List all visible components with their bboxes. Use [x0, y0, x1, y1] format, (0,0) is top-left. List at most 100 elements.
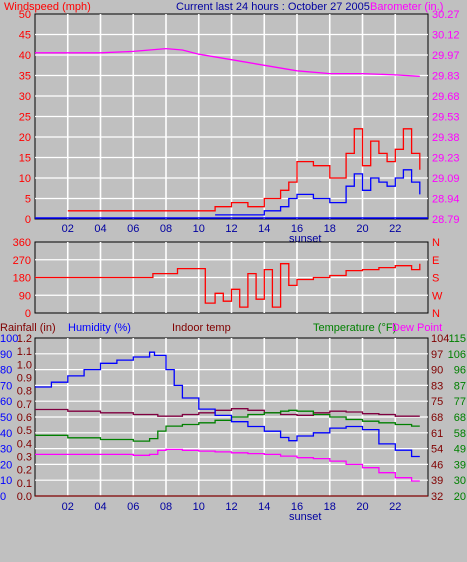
- barometer-tick-label: 28.94: [432, 194, 460, 206]
- x-tick-label: 18: [324, 223, 336, 235]
- indoor-tick-label: 32: [431, 491, 443, 503]
- rainfall-tick-label: 0.7: [17, 399, 32, 411]
- humidity-tick-label: 80: [0, 365, 12, 377]
- rainfall-tick-label: 0.0: [17, 491, 32, 503]
- compass-tick-label: S: [432, 273, 439, 285]
- wind-barometer-chart: 0 5 10 15 20 25 30 35 40 45 50 28.79 28.94 29.09 29.23…: [19, 9, 460, 245]
- barometer-tick-label: 28.79: [432, 214, 460, 226]
- barometer-tick-label: 30.12: [432, 30, 460, 42]
- temperature-tick-label: 115: [448, 333, 466, 345]
- rainfall-tick-label: 0.4: [17, 438, 32, 450]
- humidity-tick-label: 10: [0, 475, 12, 487]
- indoor-tick-label: 104: [431, 333, 449, 345]
- x-tick-label: 08: [160, 223, 172, 235]
- humidity-tick-label: 90: [0, 349, 12, 361]
- windspeed-tick-label: 5: [25, 194, 31, 206]
- windspeed-tick-label: 20: [19, 132, 31, 144]
- humidity-tick-label: 50: [0, 412, 12, 424]
- x-tick-label: 20: [356, 501, 368, 513]
- windspeed-tick-label: 0: [25, 214, 31, 226]
- temperature-tick-label: 106: [448, 349, 466, 361]
- wind-gust-line: [67, 128, 421, 212]
- barometer-tick-label: 29.38: [432, 132, 460, 144]
- direction-tick-label: 180: [13, 273, 31, 285]
- x-tick-label: 14: [258, 501, 270, 513]
- direction-tick-label: 0: [25, 308, 31, 320]
- direction-tick-label: 90: [19, 290, 31, 302]
- rainfall-tick-label: 0.1: [17, 478, 32, 490]
- x-tick-label: 06: [127, 501, 139, 513]
- indoor-temp-line: [35, 408, 420, 417]
- x-tick-label: 22: [389, 501, 401, 513]
- rainfall-tick-label: 1.2: [17, 333, 32, 345]
- windspeed-tick-label: 30: [19, 91, 31, 103]
- indoor-tick-label: 90: [431, 365, 443, 377]
- humidity-axis-title: Humidity (%): [68, 322, 131, 334]
- indoor-temp-axis-title: Indoor temp: [172, 322, 231, 334]
- windspeed-tick-label: 25: [19, 112, 31, 124]
- dew-point-axis-title: Dew Point: [392, 322, 442, 334]
- windspeed-axis-title: Windspeed (mph): [4, 1, 91, 13]
- windspeed-tick-label: 35: [19, 71, 31, 83]
- indoor-tick-label: 61: [431, 428, 443, 440]
- x-tick-label: 12: [225, 223, 237, 235]
- humidity-line: [35, 351, 420, 458]
- sunset-label: sunset: [289, 511, 321, 523]
- x-tick-label: 04: [94, 223, 106, 235]
- compass-tick-label: E: [432, 255, 439, 267]
- dew-point-line: [35, 448, 420, 482]
- barometer-tick-label: 29.09: [432, 173, 460, 185]
- compass-tick-label: N: [432, 237, 440, 249]
- x-tick-label: 16: [291, 501, 303, 513]
- compass-tick-label: W: [432, 290, 443, 302]
- x-tick-label: 10: [193, 501, 205, 513]
- temperature-tick-label: 30: [454, 475, 466, 487]
- direction-tick-label: 270: [13, 255, 31, 267]
- rainfall-tick-label: 0.3: [17, 452, 32, 464]
- barometer-tick-label: 29.83: [432, 71, 460, 83]
- temperature-tick-label: 68: [454, 412, 466, 424]
- indoor-tick-label: 97: [431, 349, 443, 361]
- x-tick-label: 02: [62, 501, 74, 513]
- x-tick-label: 10: [193, 223, 205, 235]
- rainfall-axis-title: Rainfall (in): [0, 322, 56, 334]
- humidity-tick-label: 40: [0, 428, 12, 440]
- temperature-tick-label: 39: [454, 459, 466, 471]
- barometer-line: [35, 47, 420, 77]
- x-tick-label: 02: [62, 223, 74, 235]
- rainfall-tick-label: 1.0: [17, 359, 32, 371]
- chart-title: Current last 24 hours : October 27 2005: [176, 1, 370, 13]
- windspeed-tick-label: 40: [19, 50, 31, 62]
- x-tick-label: 08: [160, 501, 172, 513]
- barometer-tick-label: 29.97: [432, 50, 460, 62]
- wind-average-line: [215, 169, 421, 216]
- wind-direction-line: [35, 263, 421, 308]
- barometer-tick-label: 29.53: [432, 112, 460, 124]
- windspeed-tick-label: 45: [19, 30, 31, 42]
- humidity-tick-label: 20: [0, 459, 12, 471]
- humidity-tick-label: 0: [0, 491, 6, 503]
- indoor-tick-label: 46: [431, 459, 443, 471]
- x-tick-label: 18: [324, 501, 336, 513]
- barometer-tick-label: 30.27: [432, 9, 460, 21]
- x-tick-label: 20: [356, 223, 368, 235]
- temperature-axis-title: Temperature (°F): [313, 322, 396, 334]
- humidity-temperature-chart: 0 10 20 30 40 50 60 70 80 90 100 0.00.10.20.3 0.40.5…: [0, 333, 466, 523]
- rainfall-tick-label: 0.6: [17, 412, 32, 424]
- humidity-tick-label: 60: [0, 396, 12, 408]
- temperature-tick-label: 77: [454, 396, 466, 408]
- temperature-tick-label: 96: [454, 365, 466, 377]
- windspeed-tick-label: 50: [19, 9, 31, 21]
- temperature-tick-label: 20: [454, 491, 466, 503]
- rainfall-tick-label: 1.1: [17, 346, 32, 358]
- x-tick-label: 06: [127, 223, 139, 235]
- barometer-tick-label: 29.23: [432, 153, 460, 165]
- windspeed-tick-label: 15: [19, 153, 31, 165]
- rainfall-tick-label: 0.5: [17, 425, 32, 437]
- x-tick-label: 12: [225, 501, 237, 513]
- indoor-tick-label: 75: [431, 396, 443, 408]
- x-tick-label: 04: [94, 501, 106, 513]
